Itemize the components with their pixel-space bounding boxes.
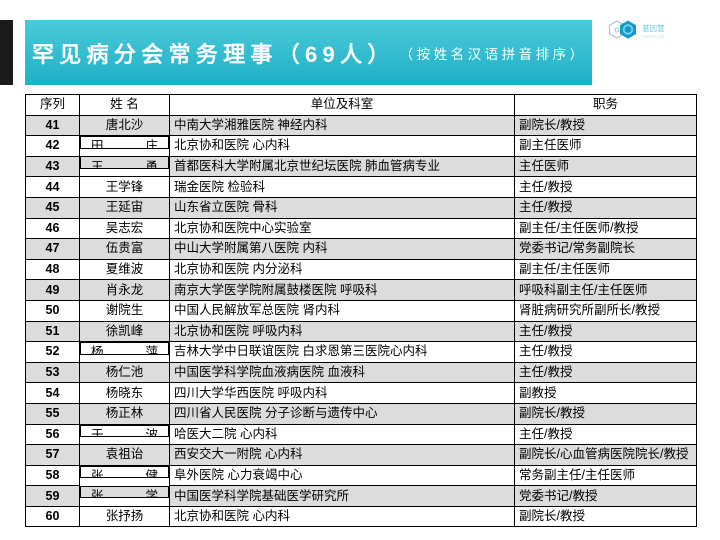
svg-text:G: G <box>614 28 620 35</box>
svg-text:GeneClub: GeneClub <box>642 34 665 39</box>
svg-text:基因慧: 基因慧 <box>642 23 665 33</box>
